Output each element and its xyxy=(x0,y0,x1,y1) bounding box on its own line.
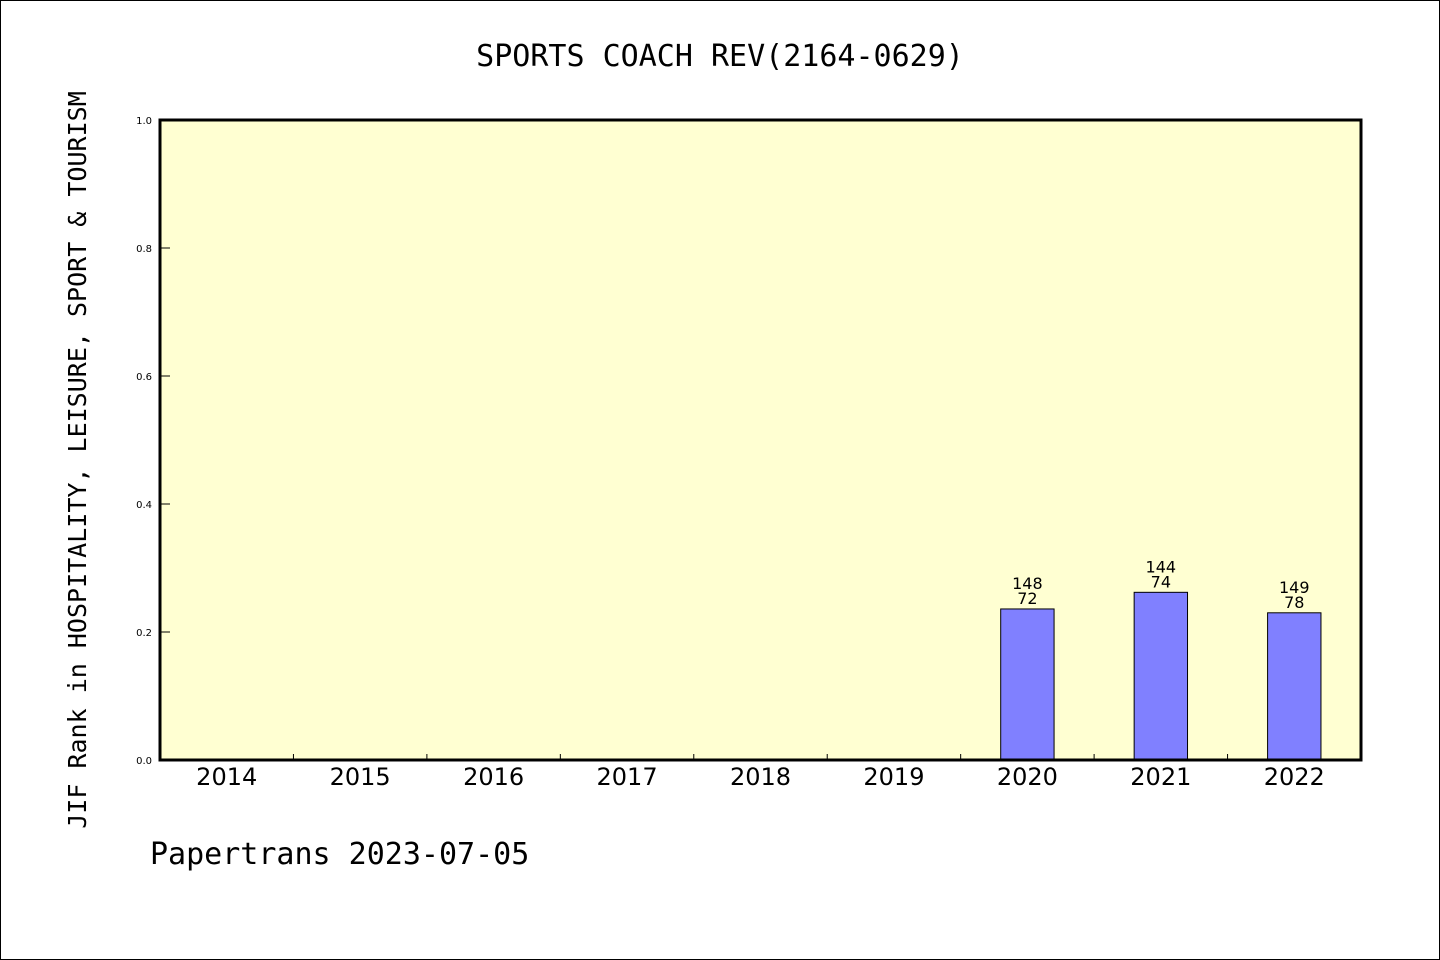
bar-label-rank: 72 xyxy=(1017,589,1037,608)
x-tick-label: 2022 xyxy=(1264,763,1325,791)
bar-label-rank: 74 xyxy=(1151,572,1171,591)
footer-text: Papertrans 2023-07-05 xyxy=(150,837,529,872)
x-axis-ticks: 2014 2015 2016 2017 2018 2019 2020 2021 2022 xyxy=(196,754,1325,791)
x-tick-label: 2018 xyxy=(730,763,791,791)
bar-2021 xyxy=(1133,591,1189,761)
x-tick-label: 2017 xyxy=(597,763,658,791)
plot-border xyxy=(158,118,1363,762)
bar-label-total: 149 xyxy=(1279,578,1310,597)
y-tick-label: 0.2 xyxy=(136,628,152,639)
y-tick-label: 0.8 xyxy=(136,244,152,255)
x-tick-label: 2019 xyxy=(863,763,924,791)
bar-label-total: 144 xyxy=(1146,557,1177,576)
x-tick-label: 2021 xyxy=(1130,763,1191,791)
x-tick-label: 2020 xyxy=(997,763,1058,791)
y-tick-label: 0.0 xyxy=(136,756,152,767)
x-tick-label: 2014 xyxy=(196,763,257,791)
y-tick-label: 1.0 xyxy=(136,116,152,127)
x-tick-label: 2016 xyxy=(463,763,524,791)
bar-2022 xyxy=(1267,612,1322,761)
bar-2020 xyxy=(1000,608,1055,761)
bar-label-rank: 78 xyxy=(1284,593,1304,612)
bar-label-total: 148 xyxy=(1012,574,1043,593)
y-tick-label: 0.4 xyxy=(136,500,152,511)
y-axis-label: JIF Rank in HOSPITALITY, LEISURE, SPORT … xyxy=(63,91,92,829)
x-tick-label: 2015 xyxy=(330,763,391,791)
bars-group xyxy=(1000,591,1322,761)
y-tick-label: 0.6 xyxy=(136,372,152,383)
chart-title: SPORTS COACH REV(2164-0629) xyxy=(476,39,964,74)
